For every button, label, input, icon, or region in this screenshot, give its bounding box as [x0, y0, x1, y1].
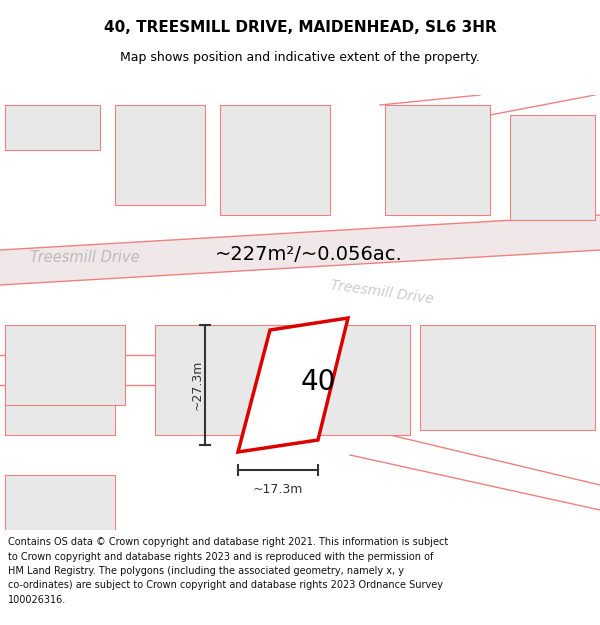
Polygon shape — [5, 105, 100, 150]
Polygon shape — [510, 115, 595, 220]
Text: ~27.3m: ~27.3m — [191, 360, 203, 410]
Text: Map shows position and indicative extent of the property.: Map shows position and indicative extent… — [120, 51, 480, 64]
Polygon shape — [0, 215, 600, 285]
Text: Treesmill Drive: Treesmill Drive — [330, 278, 435, 306]
Polygon shape — [238, 318, 348, 452]
Polygon shape — [155, 325, 410, 435]
Polygon shape — [420, 325, 595, 430]
Text: Treesmill Drive: Treesmill Drive — [30, 251, 140, 266]
Polygon shape — [220, 105, 330, 215]
Polygon shape — [5, 335, 115, 435]
Text: Contains OS data © Crown copyright and database right 2021. This information is : Contains OS data © Crown copyright and d… — [8, 537, 448, 547]
Text: HM Land Registry. The polygons (including the associated geometry, namely x, y: HM Land Registry. The polygons (includin… — [8, 566, 404, 576]
Text: co-ordinates) are subject to Crown copyright and database rights 2023 Ordnance S: co-ordinates) are subject to Crown copyr… — [8, 581, 443, 591]
Text: 40, TREESMILL DRIVE, MAIDENHEAD, SL6 3HR: 40, TREESMILL DRIVE, MAIDENHEAD, SL6 3HR — [104, 19, 496, 34]
Polygon shape — [385, 105, 490, 215]
Polygon shape — [5, 475, 115, 530]
Text: ~17.3m: ~17.3m — [253, 483, 303, 496]
Polygon shape — [5, 325, 125, 405]
Polygon shape — [115, 105, 205, 205]
Text: 100026316.: 100026316. — [8, 595, 66, 605]
Text: to Crown copyright and database rights 2023 and is reproduced with the permissio: to Crown copyright and database rights 2… — [8, 551, 433, 561]
Text: ~227m²/~0.056ac.: ~227m²/~0.056ac. — [215, 246, 403, 264]
Text: 40: 40 — [301, 368, 335, 396]
